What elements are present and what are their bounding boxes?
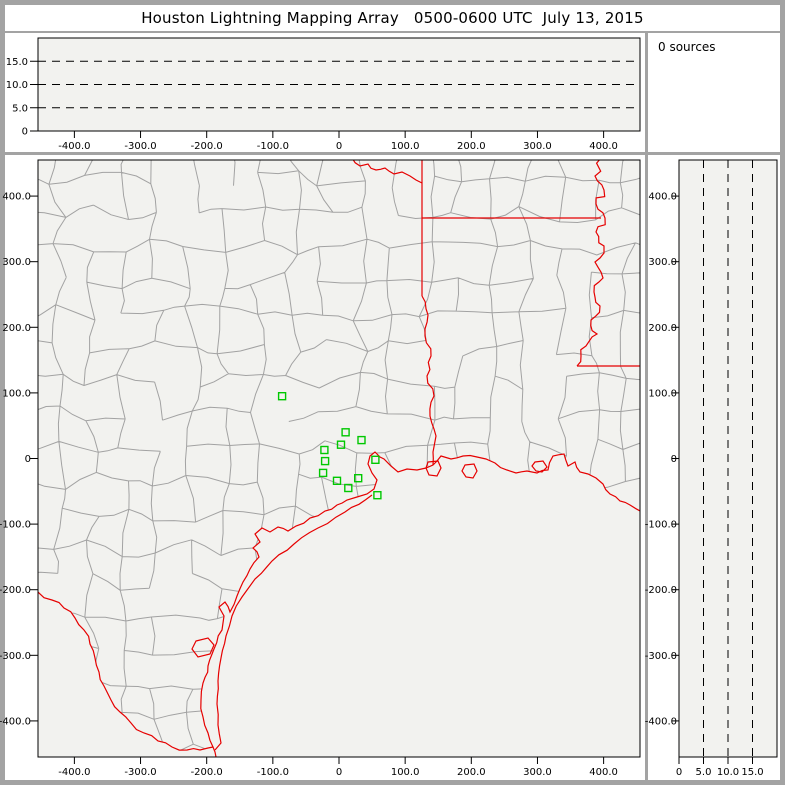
tick-label: 100.0: [391, 141, 420, 152]
plan-view-map-panel: 400.0300.0200.0100.00-100.0-200.0-300.0-…: [5, 155, 645, 780]
tick-label: -300.0: [124, 141, 156, 152]
tick-label: 0: [22, 127, 28, 138]
altitude-axis: 0 5.0 10.015.0: [676, 757, 764, 778]
tick-label: 200.0: [457, 141, 486, 152]
title-bar: Houston Lightning Mapping Array 0500-060…: [5, 5, 780, 31]
tick-label: -400.0: [0, 716, 31, 727]
tick-label: -400.0: [58, 141, 90, 152]
tick-label: -200.0: [191, 767, 223, 778]
tick-label: -300.0: [645, 651, 677, 662]
tick-label: 15.0: [6, 57, 28, 68]
altitude-ew-panel: 0 5.0 10.0 15.0 -400.0 -300.0 -200.0 -100.0 0 100…: [5, 33, 645, 152]
tick-label: -100.0: [0, 520, 31, 531]
tick-label: -200.0: [645, 585, 677, 596]
altitude-ns-plot[interactable]: 400.0 300.0 200.0 100.0 0 -100.0 -200.0 -300.0 -…: [648, 155, 780, 780]
tick-label: -400.0: [645, 716, 677, 727]
tick-label: 0: [671, 454, 677, 465]
altitude-ns-panel: 400.0 300.0 200.0 100.0 0 -100.0 -200.0 -300.0 -…: [648, 155, 780, 780]
tick-label: 400.0: [2, 192, 31, 203]
tick-label: 0: [336, 141, 342, 152]
tick-label: 400.0: [648, 192, 677, 203]
north-south-axis: 400.0 300.0 200.0 100.0 0 -100.0 -200.0 -300.0 -…: [0, 192, 38, 728]
tick-label: -300.0: [124, 767, 156, 778]
tick-label: -300.0: [0, 651, 31, 662]
xlma-window: { "title": "Houston Lightning Mapping Ar…: [0, 0, 785, 785]
tick-label: 300.0: [523, 141, 552, 152]
tick-label: 0: [676, 767, 682, 778]
tick-label: 0: [336, 767, 342, 778]
tick-label: 100.0: [2, 388, 31, 399]
tick-label: 200.0: [457, 767, 486, 778]
plan-view-map-plot[interactable]: 400.0300.0200.0100.00-100.0-200.0-300.0-…: [5, 155, 645, 780]
tick-label: 300.0: [523, 767, 552, 778]
north-south-axis: 400.0 300.0 200.0 100.0 0 -100.0 -200.0 -300.0 -…: [645, 192, 679, 728]
tick-label: 5.0: [696, 767, 712, 778]
sources-count-label: 0 sources: [648, 33, 780, 54]
east-west-axis: -400.0 -300.0 -200.0 -100.0 0 100.0 200.0 300.0…: [58, 757, 618, 778]
tick-label: -100.0: [645, 520, 677, 531]
tick-label: 100.0: [391, 767, 420, 778]
tick-label: 0: [25, 454, 31, 465]
tick-label: 300.0: [648, 257, 677, 268]
tick-label: 10.0: [6, 80, 28, 91]
tick-label: -400.0: [58, 767, 90, 778]
tick-label: 15.0: [741, 767, 763, 778]
window-title: Houston Lightning Mapping Array 0500-060…: [141, 9, 644, 27]
tick-label: 400.0: [589, 767, 618, 778]
tick-label: 300.0: [2, 257, 31, 268]
altitude-ew-plot[interactable]: 0 5.0 10.0 15.0 -400.0 -300.0 -200.0 -100.0 0 100…: [5, 33, 645, 152]
tick-label: 5.0: [12, 103, 28, 114]
tick-label: -200.0: [0, 585, 31, 596]
tick-label: 100.0: [648, 388, 677, 399]
tick-label: -100.0: [257, 767, 289, 778]
tick-label: -200.0: [191, 141, 223, 152]
altitude-axis: 0 5.0 10.0 15.0: [6, 57, 38, 138]
tick-label: 200.0: [648, 323, 677, 334]
tick-label: 400.0: [589, 141, 618, 152]
tick-label: 200.0: [2, 323, 31, 334]
map-background: [38, 160, 640, 757]
tick-label: 10.0: [717, 767, 739, 778]
east-west-axis: -400.0 -300.0 -200.0 -100.0 0 100.0 200.0 300.0…: [58, 131, 618, 152]
sources-panel: 0 sources: [648, 33, 780, 152]
tick-label: -100.0: [257, 141, 289, 152]
